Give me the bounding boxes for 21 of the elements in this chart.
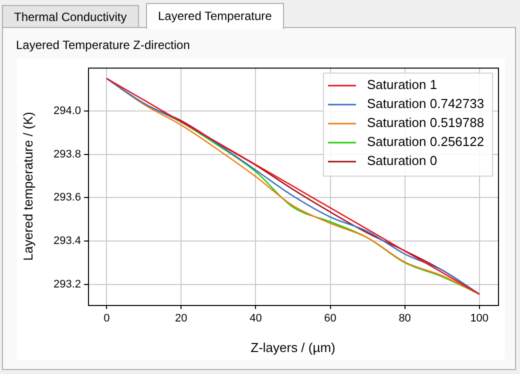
x-axis-title: Z-layers / (µm) <box>250 340 336 355</box>
x-tick-label: 80 <box>398 312 411 325</box>
legend-label: Saturation 0.519788 <box>367 115 484 130</box>
x-tick-label: 0 <box>104 312 110 325</box>
y-tick-label: 293.8 <box>53 148 81 160</box>
y-tick-label: 294.0 <box>53 104 81 117</box>
legend-label: Saturation 1 <box>367 77 438 92</box>
text: Thermal Conductivity <box>2 5 139 27</box>
legend-label: Saturation 0.256122 <box>367 134 484 150</box>
y-axis-title: Layered temperature / (K) <box>20 112 36 261</box>
y-tick-label: 293.2 <box>53 278 81 290</box>
x-tick-label: 20 <box>175 312 188 325</box>
legend-label: Saturation 0.742733 <box>367 96 484 112</box>
x-tick-label: 60 <box>324 312 336 325</box>
chart-title: Layered Temperature Z-direction <box>16 38 190 52</box>
y-tick-label: 293.4 <box>53 235 81 248</box>
x-tick-label: 40 <box>250 312 262 325</box>
legend-label: Saturation 0 <box>367 153 438 168</box>
y-tick-label: 293.6 <box>53 192 81 204</box>
text: Layered Temperature <box>146 3 284 29</box>
x-tick-label: 100 <box>470 312 489 325</box>
